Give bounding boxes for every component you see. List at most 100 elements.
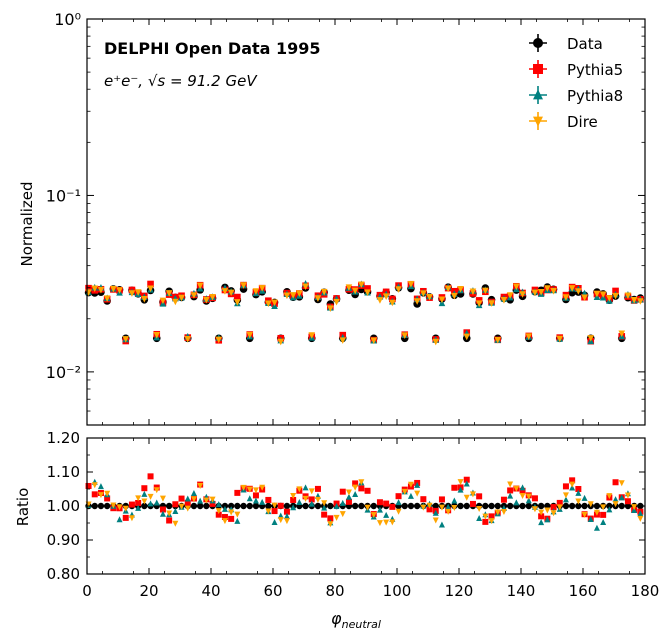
ratio-point-pythia8 [383, 511, 390, 518]
top-xticks [86, 19, 646, 425]
top-point-dire [327, 305, 334, 313]
ratio-point-dire [556, 504, 563, 511]
ratio-point-dire [519, 493, 526, 500]
ratio-point-pythia5 [221, 514, 228, 521]
ratio-point-pythia5 [184, 499, 191, 506]
ratio-point-dire [587, 501, 594, 508]
x-tick-label: 140 [507, 582, 536, 600]
top-point-dire [612, 292, 619, 300]
top-point-dire [227, 289, 235, 297]
ratio-point-dire [209, 496, 216, 503]
ratio-point-pythia8 [612, 496, 619, 503]
ratio-point-data [240, 502, 247, 510]
ratio-point-pythia8 [538, 519, 545, 526]
ratio-point-pythia8 [290, 504, 297, 511]
ratio-point-dire [463, 494, 470, 501]
legend-marker-data [533, 38, 543, 48]
ratio-point-dire [259, 484, 266, 491]
ratio-point-data [606, 502, 613, 510]
ratio-point-dire [451, 505, 458, 512]
top-point-pythia5 [364, 285, 371, 292]
top-point-dire [184, 336, 192, 343]
top-point-dire [599, 291, 607, 299]
top-point-dire [339, 337, 347, 344]
ratio-point-dire [432, 517, 439, 524]
ratio-point-pythia5 [209, 500, 216, 507]
top-point-dire [358, 281, 365, 289]
ratio-point-pythia8 [525, 497, 532, 504]
ratio-point-pythia5 [172, 501, 179, 508]
top-point-dire [537, 288, 545, 296]
top-point-dire [265, 300, 272, 308]
x-axis-label-sub: neutral [342, 618, 381, 631]
top-point-dire [401, 332, 409, 339]
ratio-point-pythia5 [476, 493, 483, 500]
ratio-point-dire [128, 515, 135, 522]
ratio-point-dire [283, 518, 290, 525]
x-tick-label: 160 [569, 582, 598, 600]
bottom-y-tick-label: 1.10 [47, 463, 80, 481]
ratio-point-dire [525, 493, 532, 500]
ratio-point-dire [215, 508, 222, 515]
ratio-point-pythia8 [296, 498, 303, 505]
ratio-point-dire [166, 510, 173, 517]
ratio-point-pythia5 [215, 511, 222, 518]
ratio-point-dire [116, 504, 123, 511]
ratio-point-data [463, 502, 470, 510]
ratio-point-pythia5 [252, 492, 259, 499]
x-tick-label: 80 [325, 582, 344, 600]
ratio-point-pythia5 [612, 479, 619, 486]
ratio-point-pythia5 [451, 484, 458, 491]
top-point-dire [506, 292, 514, 299]
top-point-dire [432, 338, 440, 346]
ratio-point-data [407, 502, 415, 510]
ratio-point-dire [364, 504, 371, 511]
annotation-title: DELPHI Open Data 1995 [104, 39, 321, 58]
top-point-dire [209, 294, 216, 301]
ratio-point-pythia5 [420, 496, 427, 503]
top-point-dire [97, 286, 105, 294]
ratio-point-pythia8 [159, 510, 166, 517]
ratio-point-pythia5 [271, 508, 278, 515]
top-point-dire [606, 295, 613, 302]
ratio-point-pythia5 [569, 477, 576, 484]
ratio-point-pythia8 [562, 496, 569, 503]
ratio-point-dire [265, 508, 272, 515]
ratio-point-dire [624, 492, 631, 499]
ratio-point-data [432, 502, 439, 510]
ratio-point-data [246, 502, 253, 510]
ratio-point-pythia5 [488, 513, 495, 520]
ratio-point-pythia5 [531, 495, 538, 502]
ratio-point-pythia5 [277, 502, 284, 509]
ratio-point-data [283, 502, 291, 510]
ratio-point-data [624, 502, 632, 510]
bottom-y-tick-label: 1.00 [47, 497, 80, 515]
ratio-point-pythia8 [135, 504, 142, 511]
ratio-point-pythia8 [618, 494, 625, 501]
ratio-point-data [506, 502, 514, 510]
ratio-point-dire [221, 518, 228, 525]
ratio-point-dire [457, 479, 464, 486]
ratio-point-pythia8 [457, 486, 464, 493]
ratio-point-dire [203, 497, 210, 504]
ratio-point-pythia5 [128, 501, 135, 508]
top-point-dire [320, 288, 328, 296]
ratio-point-pythia8 [339, 499, 346, 506]
ratio-point-pythia5 [575, 486, 582, 493]
top-ylabel: Normalized [18, 181, 36, 266]
ratio-point-pythia8 [575, 489, 582, 496]
ratio-point-dire [531, 506, 538, 513]
ratio-point-pythia8 [451, 497, 458, 504]
top-point-dire [271, 299, 278, 307]
top-point-dire [395, 286, 402, 293]
ratio-point-dire [407, 481, 414, 488]
ratio-point-pythia8 [345, 493, 352, 500]
ratio-point-data [525, 502, 532, 510]
ratio-point-data [413, 502, 421, 510]
ratio-point-pythia8 [184, 495, 191, 502]
ratio-point-dire [159, 495, 166, 502]
ratio-point-dire [197, 483, 204, 490]
ratio-point-data [401, 502, 408, 510]
ratio-point-pythia5 [91, 491, 98, 498]
ratio-point-pythia8 [141, 490, 148, 497]
